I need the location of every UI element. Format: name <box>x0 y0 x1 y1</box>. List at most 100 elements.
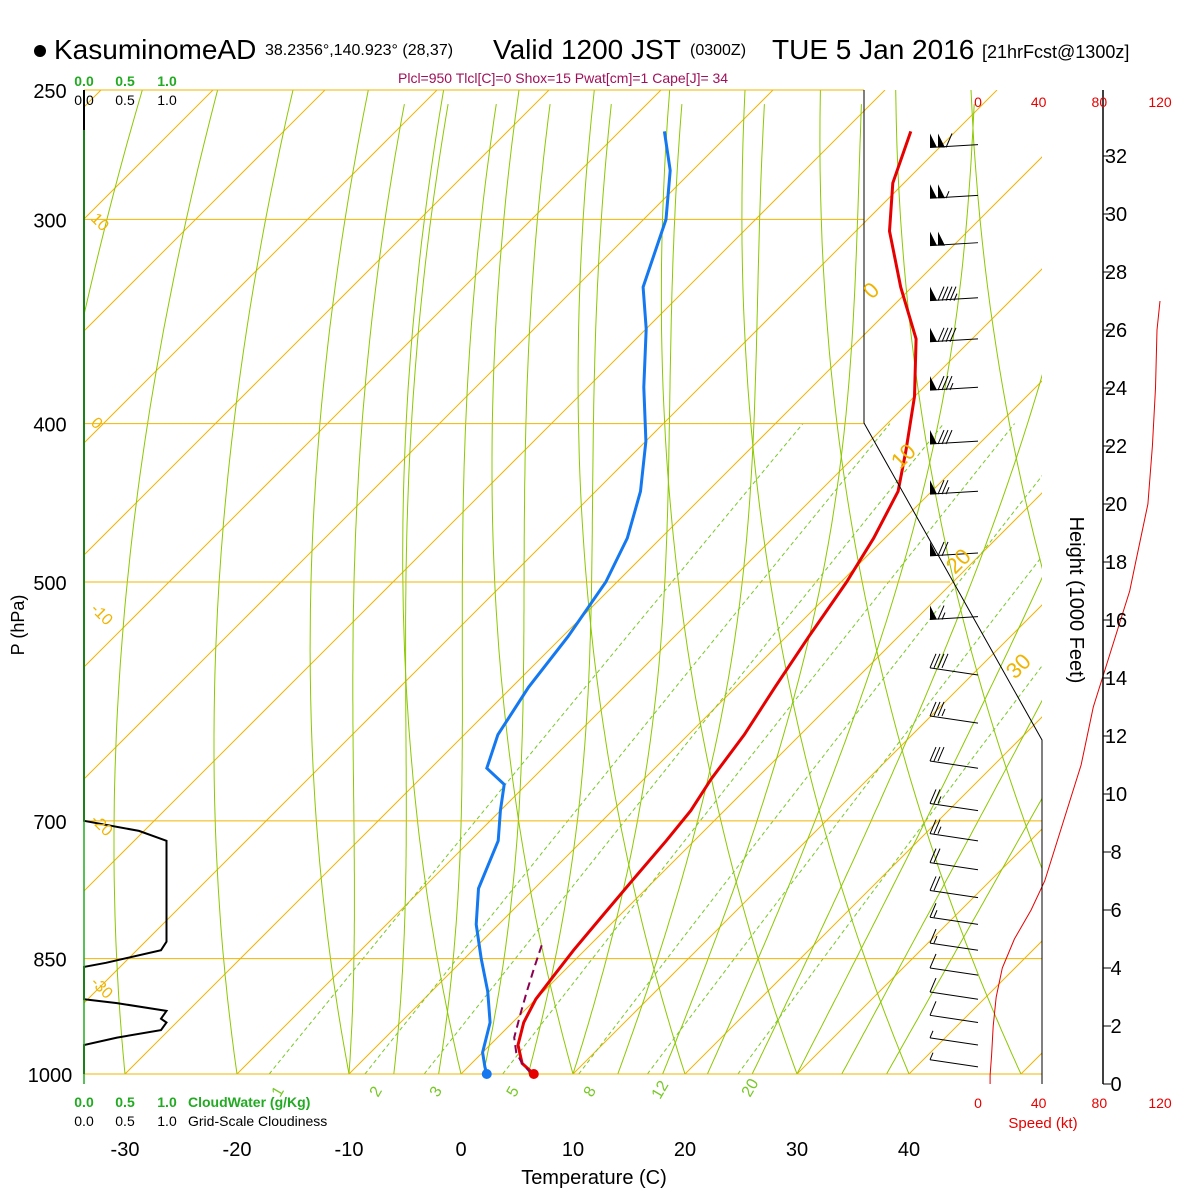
height-tick-label: 6 <box>1110 900 1121 922</box>
height-tick-label: 20 <box>1105 494 1127 516</box>
wind-barb <box>929 1001 979 1023</box>
parcel-profile-line <box>513 941 544 1075</box>
wind-barb <box>929 653 979 676</box>
dry-adiabat-line <box>660 90 798 1075</box>
wind-barb-flag <box>929 701 937 717</box>
mixing-ratio-label: 2 <box>367 1084 386 1100</box>
dry-adiabat-line <box>1122 90 1200 1074</box>
wind-barb-flag <box>933 701 941 717</box>
valid-time-utc: (0300Z) <box>690 42 747 59</box>
wind-barb-flag <box>949 286 957 301</box>
moist-adiabat-line <box>348 104 405 1075</box>
wind-barb-flag <box>945 327 953 342</box>
wind-barb-staff <box>929 833 979 842</box>
wind-barb-staff <box>929 616 979 621</box>
cloudwater-scale-bottom: 1.0 <box>157 1094 177 1110</box>
wind-barb-half-flag <box>953 293 958 301</box>
wind-barb <box>929 327 979 343</box>
cloudiness-scale-top: 0.5 <box>115 92 135 108</box>
wind-barb-pennant <box>938 184 945 199</box>
height-tick-label: 28 <box>1105 262 1127 284</box>
wind-barb-staff <box>929 1059 979 1068</box>
wind-barb-flag <box>929 848 937 863</box>
wind-barb <box>929 231 979 247</box>
moist-adiabat-line <box>393 104 449 1075</box>
wind-barb-staff <box>929 760 979 769</box>
wind-barb-flag <box>937 375 945 391</box>
dewpoint-profile-line <box>474 131 672 1075</box>
wind-barb-pennant <box>930 231 937 246</box>
wind-barb-half-flag <box>945 191 950 199</box>
wind-barb-flag <box>929 928 937 944</box>
forecast-info: [21hrFcst@1300z] <box>982 42 1130 62</box>
wind-barb-flag <box>945 375 953 391</box>
wind-barb <box>929 876 979 899</box>
temperature-tick-label: 30 <box>786 1139 808 1161</box>
wind-barb-half-flag <box>941 612 946 620</box>
mixing-ratio-label: 5 <box>504 1084 523 1100</box>
station-marker-icon <box>34 45 46 57</box>
wind-barb <box>929 479 979 495</box>
wind-barb-flag <box>929 903 937 918</box>
valid-date: TUE 5 Jan 2016 <box>772 34 975 65</box>
wind-barb-staff <box>929 916 979 925</box>
height-tick-label: 12 <box>1105 726 1127 748</box>
wind-barb-flag <box>941 429 949 445</box>
moist-adiabat-line <box>482 104 551 1075</box>
wind-barb-pennant <box>930 184 937 199</box>
wind-barb-staff <box>929 440 979 445</box>
moist-adiabat-line <box>706 104 975 1075</box>
dry-adiabat-line <box>577 90 686 1075</box>
wind-barb-flag <box>929 953 937 969</box>
wind-barb-flag <box>941 327 949 342</box>
wind-barb-pennant <box>930 430 937 445</box>
speed-tick-label-bottom: 80 <box>1092 1095 1108 1111</box>
wind-barb <box>929 789 979 812</box>
wind-barb-staff <box>929 715 979 724</box>
temperature-tick-label: -10 <box>335 1139 364 1161</box>
speed-tick-label-top: 120 <box>1148 94 1172 110</box>
wind-barb-half-flag <box>949 382 954 391</box>
height-tick-label: 2 <box>1110 1016 1121 1038</box>
height-tick-label: 18 <box>1105 552 1127 574</box>
isotherm-label: -30 <box>87 974 115 1002</box>
station-coordinates: 38.2356°,140.923° (28,37) <box>265 42 454 59</box>
wind-barb-flag <box>945 286 953 301</box>
wind-barb-half-flag <box>945 486 950 495</box>
dry-adiabat-line <box>741 90 910 1075</box>
pressure-tick-label: 1000 <box>28 1065 73 1087</box>
wind-barb-pennant <box>930 133 937 148</box>
cloudwater-scale-bottom: 0.5 <box>115 1094 135 1110</box>
temperature-tick-label: -30 <box>111 1139 140 1161</box>
wind-barb-flag <box>929 876 937 891</box>
y-axis-title: P (hPa) <box>8 595 28 656</box>
wind-barb-flag <box>945 429 953 445</box>
mixing-ratio-line <box>423 423 945 1075</box>
surface-temperature-marker <box>528 1069 539 1079</box>
wind-barb <box>929 928 979 951</box>
dry-adiabat-label: 30 <box>1001 649 1036 684</box>
wind-barb-pennant <box>930 327 937 342</box>
wind-barb <box>929 977 979 1000</box>
mixing-ratio-line <box>268 423 804 1075</box>
moist-adiabat-line <box>662 104 862 1075</box>
wind-barb-staff <box>929 991 979 1000</box>
wind-barb-half-flag <box>941 708 946 717</box>
moist-adiabat-line <box>572 104 683 1075</box>
temperature-tick-label: -20 <box>223 1139 252 1161</box>
x-axis-title: Temperature (C) <box>521 1167 667 1189</box>
temperature-tick-label: 20 <box>674 1139 696 1161</box>
valid-time: Valid 1200 JST <box>493 34 681 65</box>
height-tick-label: 0 <box>1110 1074 1121 1096</box>
moist-adiabat-line <box>796 576 1042 1075</box>
wind-barb-flag <box>941 479 949 495</box>
speed-tick-label-top: 40 <box>1031 94 1047 110</box>
isotherm-line <box>84 90 326 332</box>
cloudiness-scale-top: 0.0 <box>74 92 94 108</box>
speed-tick-label-bottom: 40 <box>1031 1095 1047 1111</box>
wind-barb-staff <box>929 386 979 391</box>
wind-barb-flag <box>929 653 937 669</box>
dry-adiabat-line <box>309 90 369 1075</box>
wind-barb-flag <box>933 876 941 891</box>
